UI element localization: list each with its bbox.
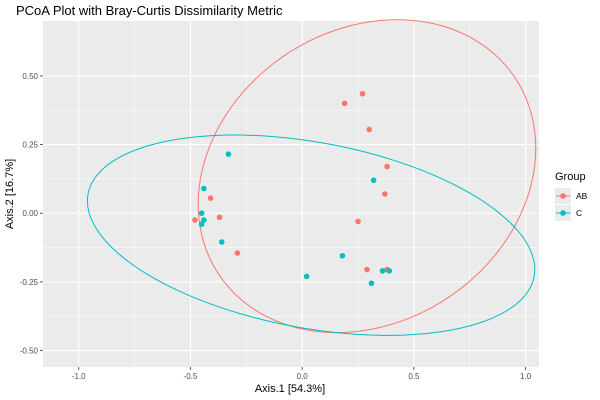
point-c xyxy=(201,185,207,192)
point-c xyxy=(225,151,232,157)
ellipse-ab xyxy=(197,19,537,334)
point-c xyxy=(370,177,377,184)
x-axis-label: Axis.1 [54.3%] xyxy=(255,383,325,395)
point-c xyxy=(368,280,375,287)
x-tick-label: -0.5 xyxy=(184,372,198,381)
point-ab xyxy=(384,163,390,170)
x-tick-label: 1.0 xyxy=(520,372,532,381)
legend-key-point xyxy=(560,210,566,216)
point-c xyxy=(379,268,386,274)
point-ab xyxy=(359,90,366,97)
point-c xyxy=(198,221,205,228)
legend: Group AB C xyxy=(555,171,588,221)
x-tick-label: 0.0 xyxy=(297,372,309,381)
legend-label-c: C xyxy=(576,208,582,218)
y-tick-label: -0.50 xyxy=(20,347,39,356)
x-tick-label: -1.0 xyxy=(72,372,86,381)
point-ab xyxy=(355,218,361,225)
point-ab xyxy=(382,191,388,197)
point-ab xyxy=(192,217,198,223)
y-axis-ticks: -0.50 -0.25 0.00 0.25 0.50 xyxy=(20,72,43,356)
y-tick-label: -0.25 xyxy=(20,278,39,287)
data-points xyxy=(192,90,393,287)
point-ab xyxy=(234,250,241,256)
point-ab xyxy=(216,214,223,221)
y-tick-label: 0.25 xyxy=(22,141,38,150)
point-ab xyxy=(364,266,370,273)
point-ab xyxy=(207,195,214,201)
major-gridlines xyxy=(43,21,539,367)
point-ab xyxy=(341,100,348,107)
legend-key-point xyxy=(560,193,566,199)
legend-title: Group xyxy=(555,171,586,183)
point-c xyxy=(339,252,346,259)
point-c xyxy=(198,210,205,217)
ellipse-c xyxy=(86,134,536,336)
point-c xyxy=(218,239,225,245)
y-tick-label: 0.00 xyxy=(22,209,38,218)
legend-label-ab: AB xyxy=(576,191,588,201)
y-tick-label: 0.50 xyxy=(22,72,38,81)
point-c xyxy=(386,268,393,274)
x-axis-ticks: -1.0 -0.5 0.0 0.5 1.0 xyxy=(72,367,532,381)
plot-panel xyxy=(43,21,539,367)
confidence-ellipses xyxy=(86,19,537,336)
point-c xyxy=(303,273,310,280)
chart-title: PCoA Plot with Bray-Curtis Dissimilarity… xyxy=(16,3,283,18)
point-c xyxy=(201,217,207,223)
minor-gridlines xyxy=(43,21,539,367)
x-tick-label: 0.5 xyxy=(408,372,420,381)
point-ab xyxy=(366,126,372,133)
y-axis-label: Axis.2 [16.7%] xyxy=(4,159,16,229)
